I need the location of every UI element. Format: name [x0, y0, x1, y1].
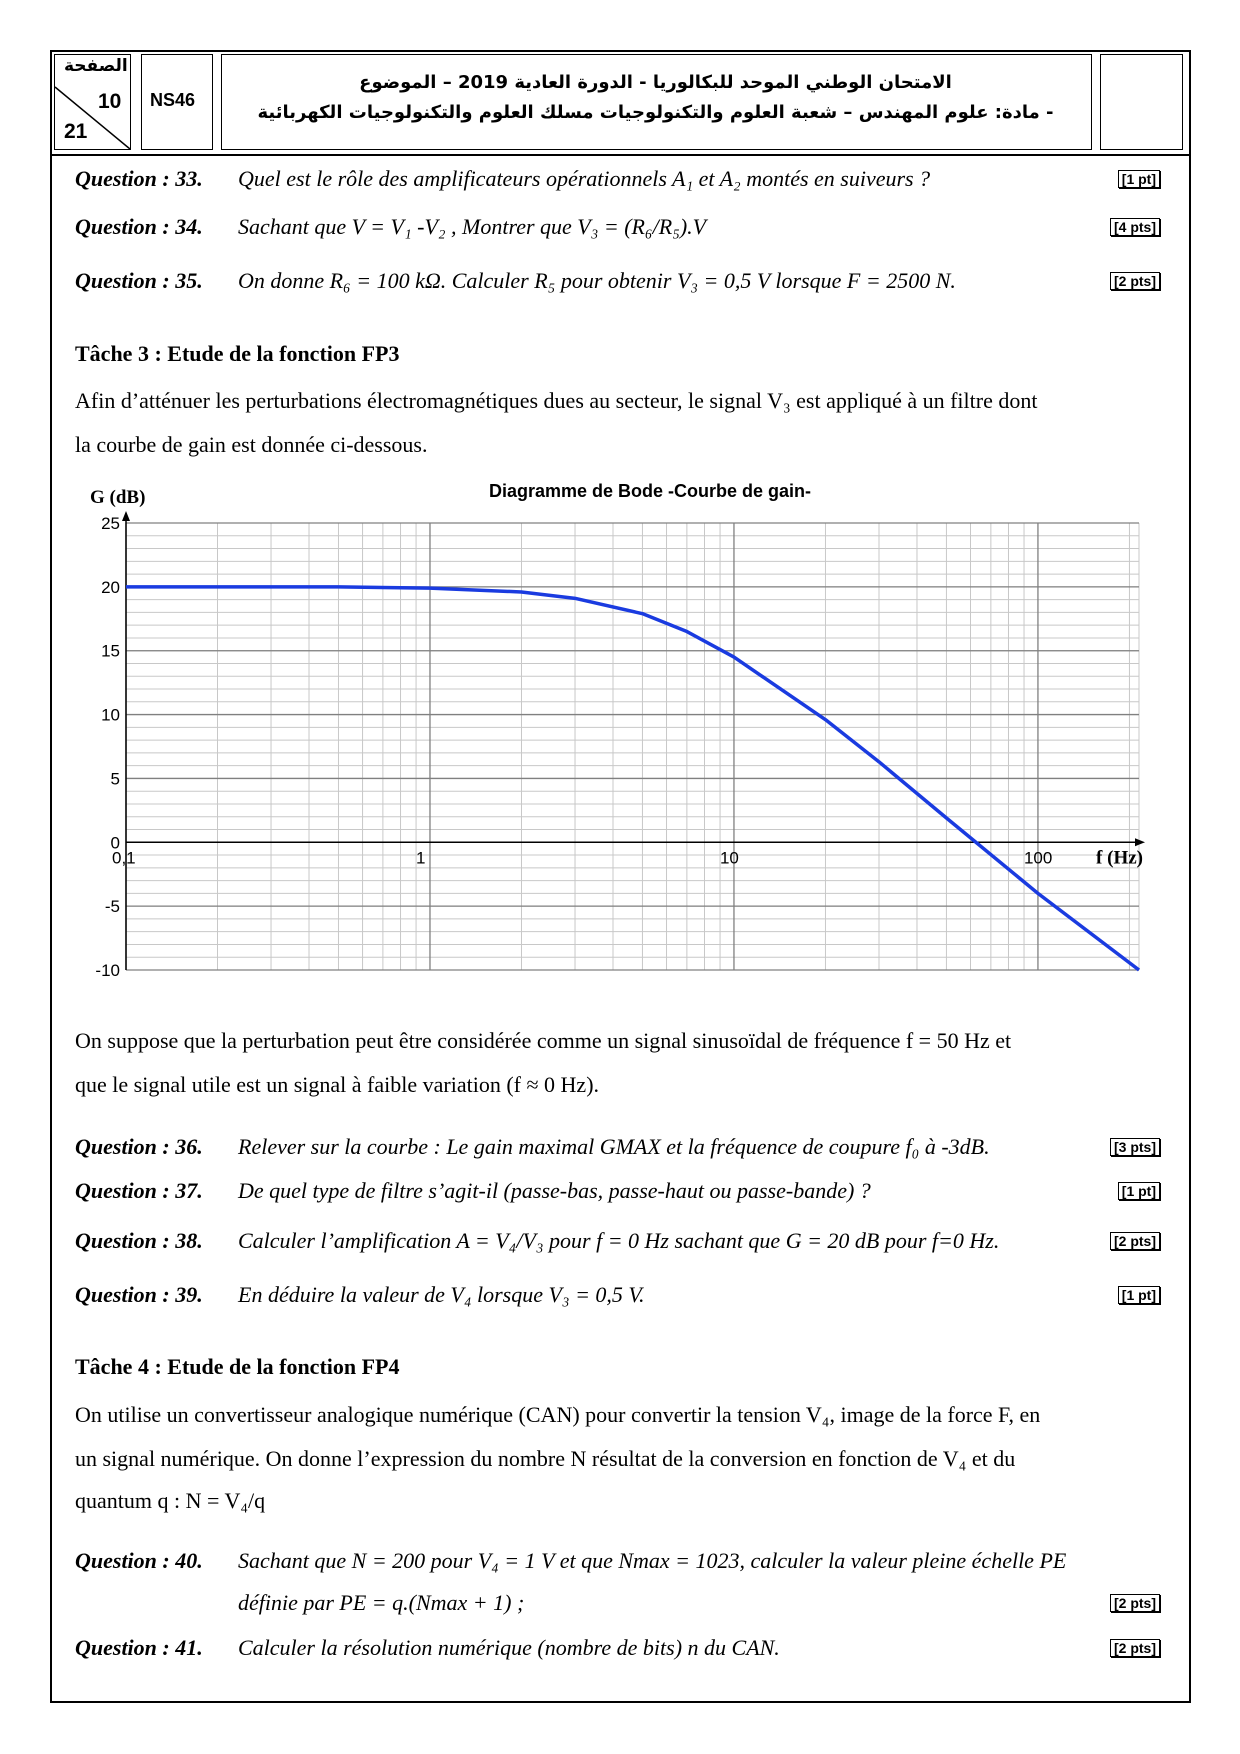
paragraph-line: quantum q : N = V₄/q [75, 1488, 266, 1513]
question-text: Sachant que V = V₁ -V₂ , Montrer que V₃ … [238, 214, 707, 239]
diagonal [55, 86, 130, 149]
question-text: Sachant que N = 200 pour V₄ = 1 V et que… [238, 1548, 1067, 1573]
question-text: définie par PE = q.(Nmax + 1) ; [238, 1590, 525, 1615]
y-tick-label: 20 [101, 578, 120, 597]
question-label: Question : 38. [75, 1228, 203, 1253]
gain-curve [126, 585, 1141, 972]
task-title: Tâche 4 : Etude de la fonction FP4 [75, 1354, 400, 1379]
paragraph-line: On suppose que la perturbation peut être… [75, 1028, 1012, 1053]
points: [4 pts] [1110, 218, 1160, 236]
y-tick-label: -10 [95, 961, 120, 980]
page-box [54, 54, 131, 150]
page-number: 10 [98, 90, 122, 113]
x-tick-label: 10 [720, 848, 739, 867]
points: [2 pts] [1110, 1594, 1160, 1612]
y-tick-label: 0 [111, 833, 120, 852]
code-box [141, 54, 213, 150]
x-tick-label: 1 [416, 848, 425, 867]
y-tick-label: 5 [111, 769, 120, 788]
page-total: 21 [64, 120, 88, 143]
paragraph-line: la courbe de gain est donnée ci-dessous. [75, 432, 428, 457]
question-text: De quel type de filtre s’agit-il (passe-… [238, 1178, 871, 1203]
question-label: Question : 40. [75, 1548, 203, 1573]
code: NS46 [150, 90, 196, 110]
points: [1 pt] [1117, 1286, 1160, 1304]
question-label: Question : 39. [75, 1282, 203, 1307]
y-tick-label: 15 [101, 642, 120, 661]
x-tick-label: 0,1 [112, 848, 136, 867]
points: [1 pt] [1117, 1182, 1160, 1200]
y-tick-label: -5 [105, 897, 120, 916]
axis-arrow [122, 511, 130, 521]
chart-title: Diagramme de Bode -Courbe de gain- [489, 481, 811, 501]
title-box [221, 54, 1092, 150]
points: [2 pts] [1110, 272, 1160, 290]
question-label: Question : 34. [75, 214, 203, 239]
paragraph-line: que le signal utile est un signal à faib… [75, 1072, 600, 1097]
question-text: En déduire la valeur de V₄ lorsque V₃ = … [238, 1282, 645, 1307]
question-text: Quel est le rôle des amplificateurs opér… [238, 166, 931, 191]
question-label: Question : 36. [75, 1134, 203, 1159]
empty-box [1100, 54, 1183, 150]
header-frame [50, 50, 1191, 156]
axis-arrow [1135, 838, 1145, 847]
points: [2 pts] [1110, 1232, 1160, 1250]
question-label: Question : 37. [75, 1178, 203, 1203]
header-subtitle: - مادة: علوم المهندس – شعبة العلوم والتك… [257, 102, 1054, 123]
question-text: Calculer la résolution numérique (nombre… [238, 1635, 780, 1660]
header-title: الامتحان الوطني الموحد للبكالوريا - الدو… [359, 72, 952, 93]
question-text: On donne R₆ = 100 kΩ. Calculer R₅ pour o… [238, 268, 956, 293]
paragraph-line: Afin d’atténuer les perturbations électr… [75, 388, 1038, 413]
question-label: Question : 41. [75, 1635, 203, 1660]
task-title: Tâche 3 : Etude de la fonction FP3 [75, 341, 400, 366]
question-text: Relever sur la courbe : Le gain maximal … [238, 1134, 990, 1159]
y-tick-label: 25 [101, 514, 120, 533]
x-axis-label: f (Hz) [1096, 847, 1143, 868]
points: [2 pts] [1110, 1639, 1160, 1657]
chart: Diagramme de Bode -Courbe de gain- G (dB… [90, 481, 1145, 980]
y-axis-label: G (dB) [90, 487, 145, 508]
paragraph-line: un signal numérique. On donne l’expressi… [75, 1446, 1016, 1471]
question-label: Question : 33. [75, 166, 203, 191]
points: [1 pt] [1117, 170, 1160, 188]
y-tick-label: 10 [101, 706, 120, 725]
paragraph-line: On utilise un convertisseur analogique n… [75, 1402, 1041, 1427]
points: [3 pts] [1110, 1138, 1160, 1156]
question-label: Question : 35. [75, 268, 203, 293]
x-tick-label: 100 [1024, 848, 1052, 867]
question-text: Calculer l’amplification A = V₄/V₃ pour … [238, 1228, 1000, 1253]
page-label: الصفحة [64, 56, 128, 76]
